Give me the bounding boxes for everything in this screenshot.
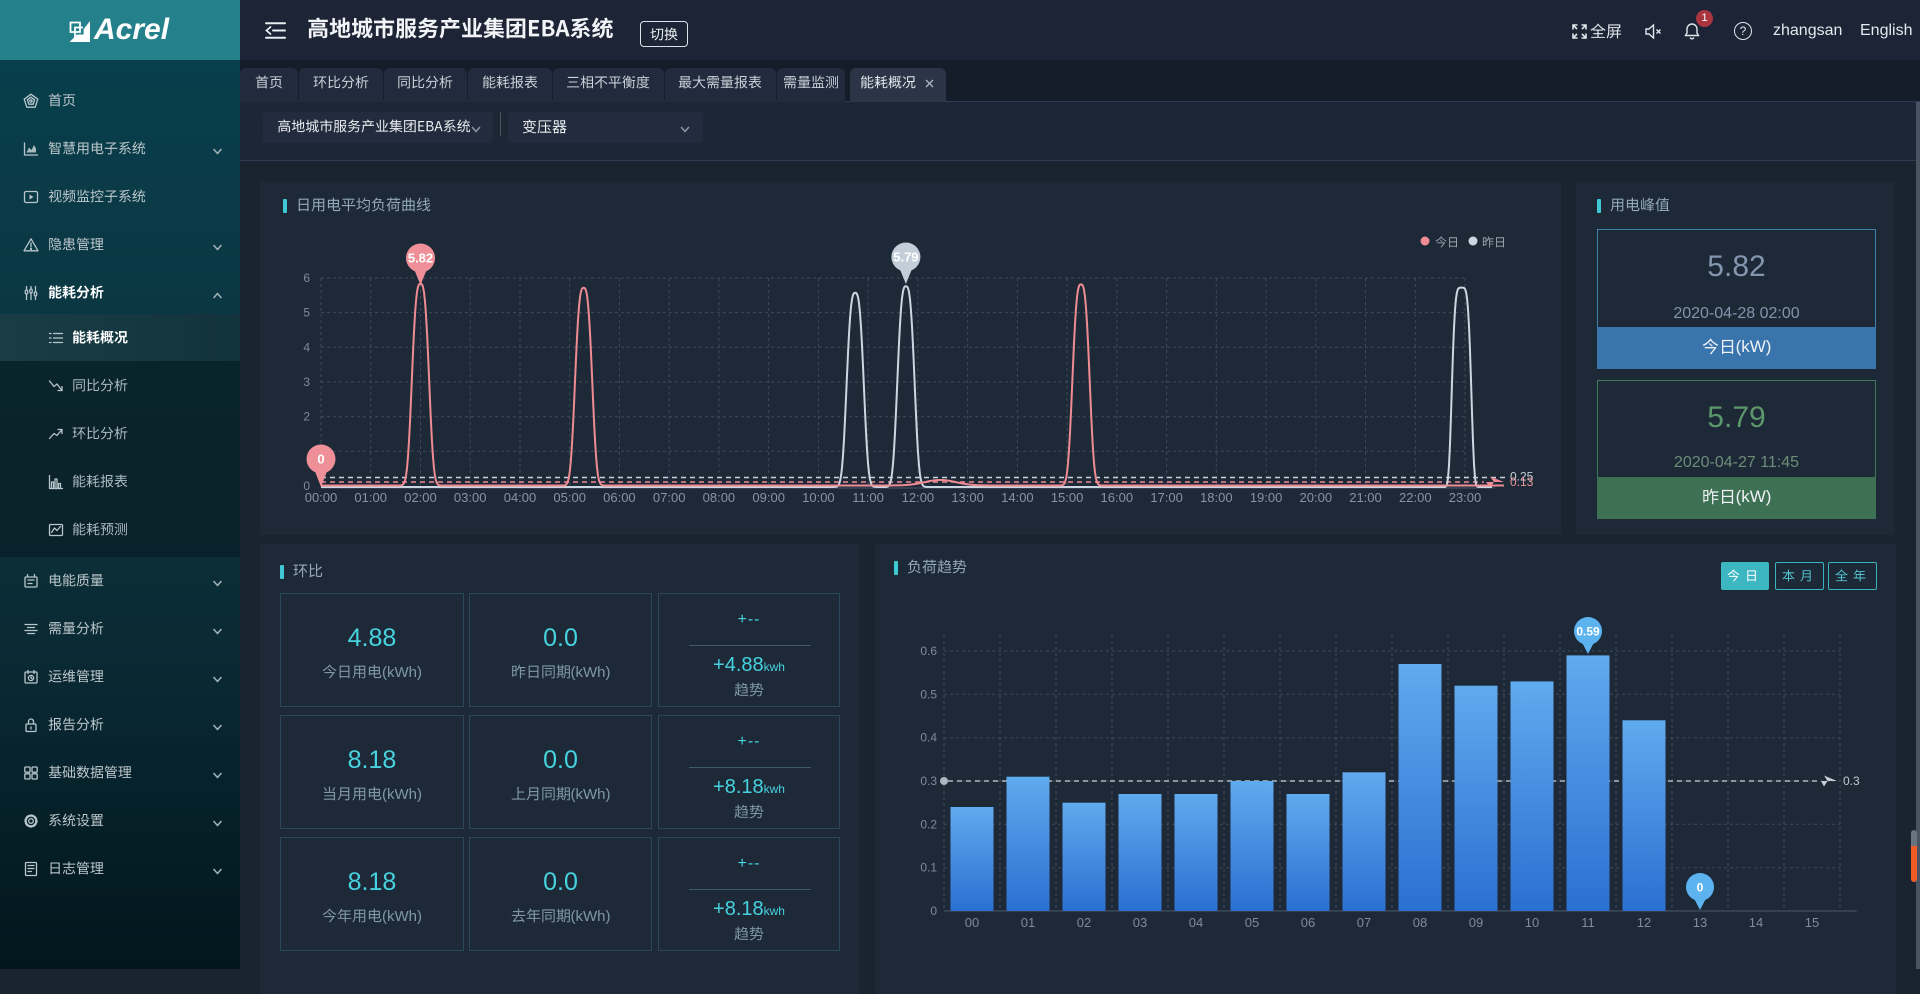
svg-text:03: 03 bbox=[1133, 915, 1147, 930]
svg-text:05:00: 05:00 bbox=[553, 490, 586, 505]
svg-text:12:00: 12:00 bbox=[902, 490, 935, 505]
svg-text:02: 02 bbox=[1077, 915, 1091, 930]
svg-text:06:00: 06:00 bbox=[603, 490, 636, 505]
svg-text:0.25: 0.25 bbox=[1510, 470, 1534, 484]
svg-text:09:00: 09:00 bbox=[752, 490, 785, 505]
svg-text:10:00: 10:00 bbox=[802, 490, 835, 505]
svg-text:22:00: 22:00 bbox=[1399, 490, 1432, 505]
svg-text:12: 12 bbox=[1637, 915, 1651, 930]
svg-text:0.3: 0.3 bbox=[1843, 774, 1860, 788]
svg-text:0: 0 bbox=[303, 479, 310, 493]
svg-text:0.5: 0.5 bbox=[920, 687, 937, 701]
svg-text:08: 08 bbox=[1413, 915, 1427, 930]
svg-text:0.3: 0.3 bbox=[920, 774, 937, 788]
svg-text:07:00: 07:00 bbox=[653, 490, 686, 505]
svg-text:5: 5 bbox=[303, 306, 310, 320]
svg-text:3: 3 bbox=[303, 375, 310, 389]
svg-text:01: 01 bbox=[1021, 915, 1035, 930]
svg-text:19:00: 19:00 bbox=[1250, 490, 1283, 505]
svg-text:17:00: 17:00 bbox=[1150, 490, 1183, 505]
svg-text:0.13: 0.13 bbox=[1510, 475, 1534, 489]
svg-text:0.2: 0.2 bbox=[920, 817, 937, 831]
svg-text:11: 11 bbox=[1581, 915, 1595, 930]
svg-text:05: 05 bbox=[1245, 915, 1259, 930]
svg-text:13:00: 13:00 bbox=[951, 490, 984, 505]
svg-text:18:00: 18:00 bbox=[1200, 490, 1233, 505]
svg-text:2: 2 bbox=[303, 410, 310, 424]
svg-text:21:00: 21:00 bbox=[1349, 490, 1382, 505]
svg-text:01:00: 01:00 bbox=[354, 490, 387, 505]
svg-text:0: 0 bbox=[1697, 880, 1704, 894]
svg-text:09: 09 bbox=[1469, 915, 1483, 930]
svg-text:15: 15 bbox=[1805, 915, 1819, 930]
svg-text:02:00: 02:00 bbox=[404, 490, 437, 505]
svg-text:0.6: 0.6 bbox=[920, 644, 937, 658]
svg-text:03:00: 03:00 bbox=[454, 490, 487, 505]
svg-text:5.82: 5.82 bbox=[408, 251, 433, 266]
svg-text:04:00: 04:00 bbox=[504, 490, 537, 505]
svg-text:08:00: 08:00 bbox=[703, 490, 736, 505]
svg-text:07: 07 bbox=[1357, 915, 1371, 930]
svg-text:15:00: 15:00 bbox=[1051, 490, 1084, 505]
svg-text:04: 04 bbox=[1189, 915, 1203, 930]
svg-text:00: 00 bbox=[965, 915, 979, 930]
svg-text:14: 14 bbox=[1749, 915, 1763, 930]
svg-text:0.1: 0.1 bbox=[920, 861, 937, 875]
svg-text:16:00: 16:00 bbox=[1101, 490, 1134, 505]
svg-text:13: 13 bbox=[1693, 915, 1707, 930]
svg-text:06: 06 bbox=[1301, 915, 1315, 930]
svg-text:14:00: 14:00 bbox=[1001, 490, 1034, 505]
svg-text:5.79: 5.79 bbox=[893, 250, 918, 265]
svg-text:0: 0 bbox=[317, 452, 324, 467]
svg-text:20:00: 20:00 bbox=[1300, 490, 1333, 505]
svg-text:4: 4 bbox=[303, 340, 310, 354]
svg-text:10: 10 bbox=[1525, 915, 1539, 930]
svg-text:6: 6 bbox=[303, 271, 310, 285]
svg-text:0.4: 0.4 bbox=[920, 731, 937, 745]
svg-text:0: 0 bbox=[930, 904, 937, 918]
svg-text:23:00: 23:00 bbox=[1449, 490, 1482, 505]
svg-text:00:00: 00:00 bbox=[305, 490, 338, 505]
svg-text:11:00: 11:00 bbox=[852, 490, 884, 505]
svg-text:0.59: 0.59 bbox=[1576, 624, 1600, 638]
